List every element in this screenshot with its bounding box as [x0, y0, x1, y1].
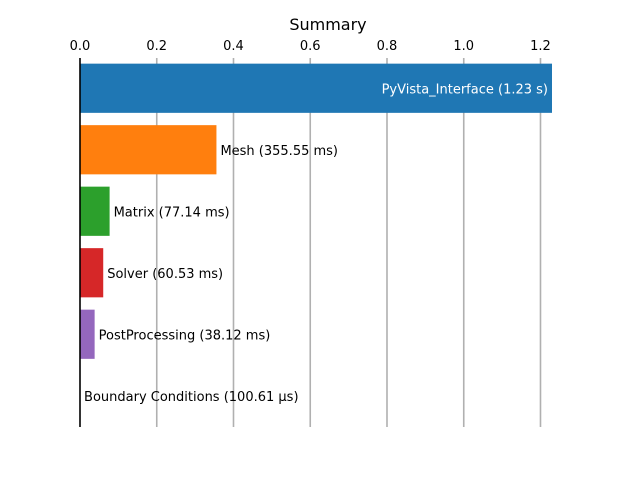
x-tick-label: 0.6	[300, 39, 321, 54]
bar-label: Boundary Conditions (100.61 µs)	[84, 390, 299, 405]
bars	[80, 64, 552, 421]
x-tick-label: 0.8	[377, 39, 398, 54]
bar-postprocessing	[80, 310, 95, 359]
chart-title: Summary	[289, 15, 366, 34]
bar-label: PostProcessing (38.12 ms)	[99, 328, 271, 343]
x-axis-ticks: 0.0 0.2 0.4 0.6 0.8 1.0 1.2	[70, 39, 551, 54]
bar-matrix	[80, 187, 110, 236]
bar-mesh	[80, 125, 216, 174]
x-tick-label: 0.0	[70, 39, 91, 54]
bar-label: Solver (60.53 ms)	[107, 267, 223, 282]
bar-label: Mesh (355.55 ms)	[220, 144, 338, 159]
x-tick-label: 1.0	[453, 39, 474, 54]
bar-label: Matrix (77.14 ms)	[114, 205, 230, 220]
bar-label: PyVista_Interface (1.23 s)	[382, 82, 548, 97]
bar-solver	[80, 248, 103, 297]
x-tick-label: 1.2	[530, 39, 551, 54]
gridlines	[157, 58, 541, 427]
x-tick-label: 0.4	[223, 39, 244, 54]
x-tick-label: 0.2	[146, 39, 167, 54]
